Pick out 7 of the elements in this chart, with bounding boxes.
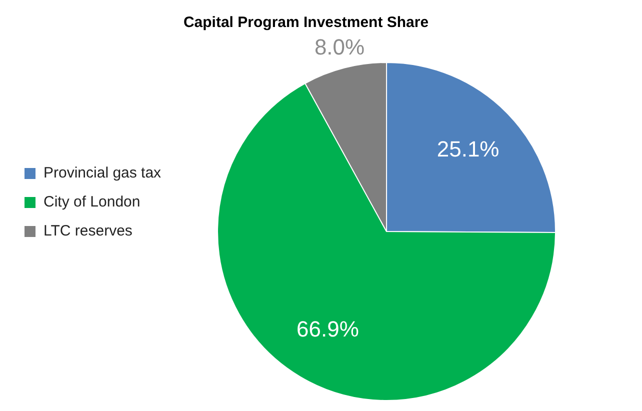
legend-label: Provincial gas tax	[44, 164, 162, 182]
legend-label: City of London	[44, 194, 140, 211]
legend-label: LTC reserves	[44, 222, 132, 240]
chart-title: Capital Program Investment Share	[183, 14, 429, 32]
data-label: 25.1%	[436, 136, 500, 162]
data-label: 8.0%	[314, 34, 365, 60]
data-label: 66.9%	[296, 316, 359, 342]
